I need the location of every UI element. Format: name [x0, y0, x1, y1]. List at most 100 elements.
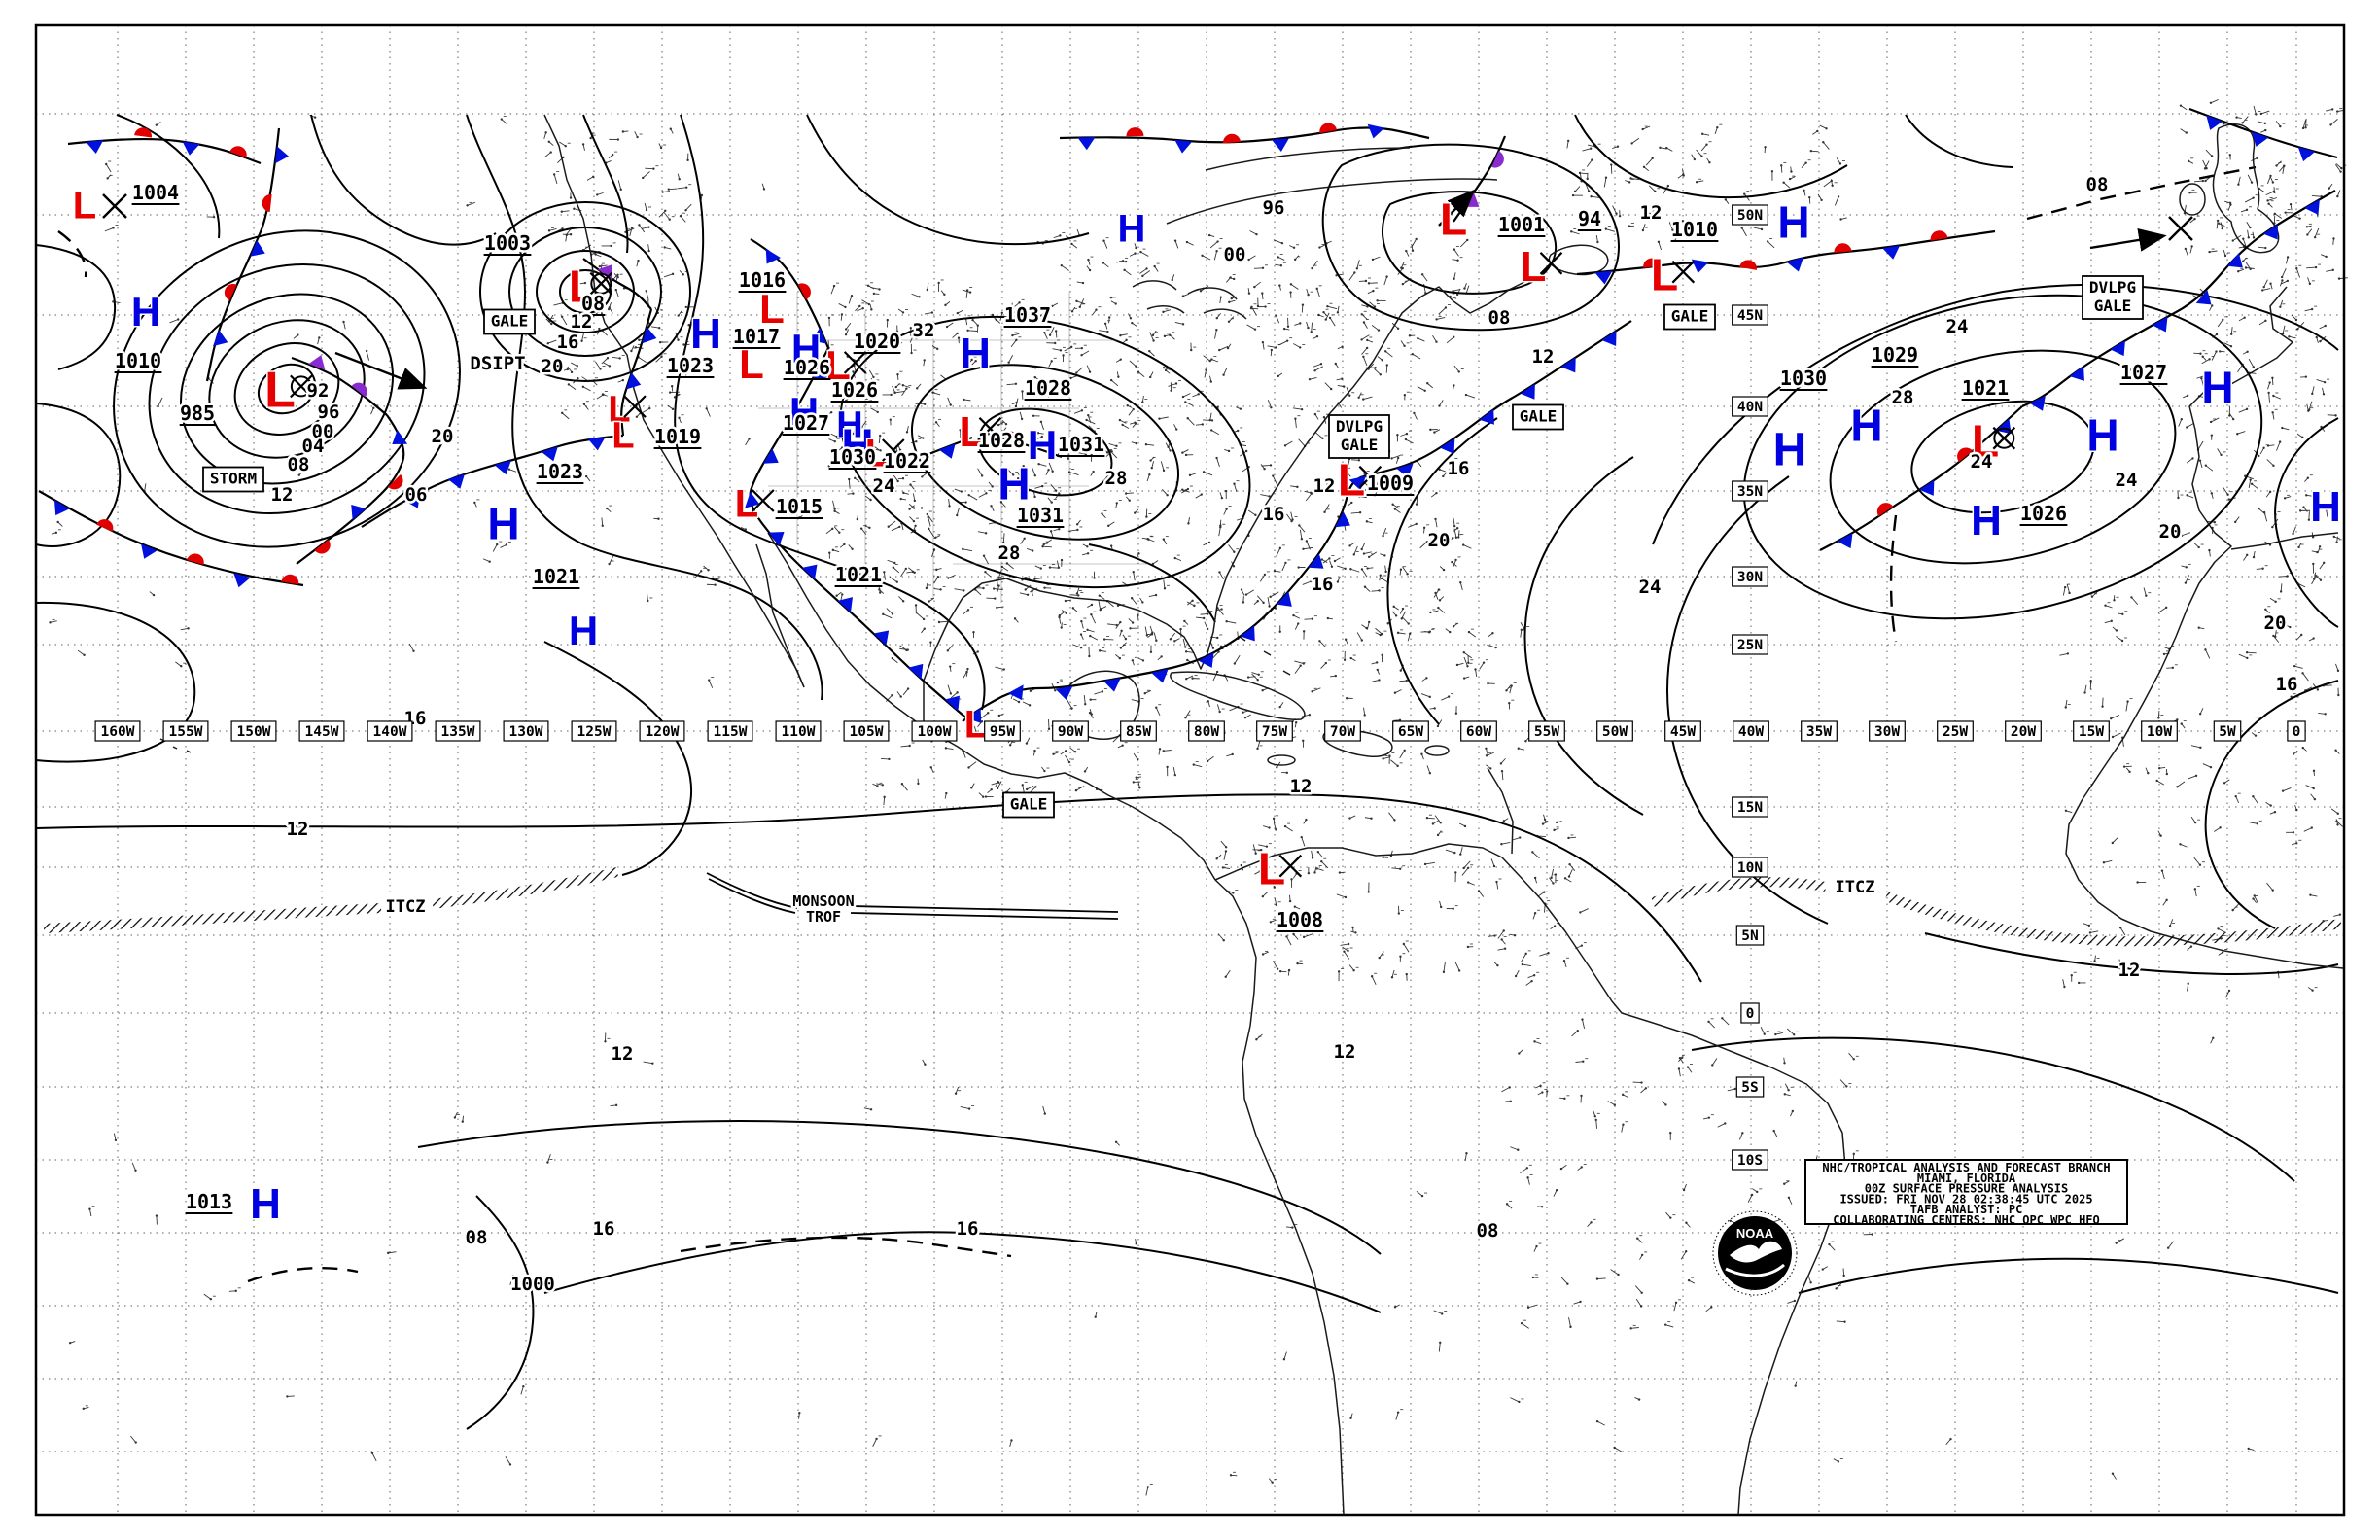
wind-barb	[2194, 180, 2203, 183]
wind-barb	[2248, 358, 2255, 368]
wind-barb	[2212, 333, 2218, 338]
wind-barb	[2249, 372, 2257, 374]
isobar-label: 08	[1488, 307, 1511, 329]
wind-barb	[609, 555, 614, 565]
wind-barb	[668, 188, 678, 191]
wind-barb	[2180, 105, 2188, 111]
axis-label-box	[1120, 720, 1157, 742]
cold-front-pip	[2227, 253, 2243, 268]
wind-barb	[1324, 504, 1330, 513]
wind-barb	[2237, 431, 2246, 435]
station-dot	[2267, 391, 2270, 395]
isobar-label: 24	[1946, 316, 1969, 337]
wind-barb	[2280, 583, 2283, 592]
wind-barb	[1587, 144, 1596, 148]
wind-barb	[987, 788, 993, 794]
stationary-front-pip	[1319, 122, 1338, 134]
wind-barb	[1527, 1304, 1538, 1309]
wind-barb	[910, 530, 916, 534]
wind-barb	[2290, 204, 2292, 211]
wind-barb	[1216, 457, 1220, 468]
isobar-label: 12	[571, 311, 593, 332]
wind-barb	[1534, 877, 1537, 884]
station-dot	[1215, 328, 1218, 332]
wind-barb	[1635, 1298, 1642, 1307]
wind-barb	[1402, 279, 1411, 285]
wind-barb	[1836, 1283, 1842, 1289]
wind-barb	[2266, 175, 2271, 185]
wind-barb	[1034, 376, 1042, 382]
wind-barb	[864, 525, 870, 529]
wind-barb	[1048, 361, 1053, 368]
wind-barb	[1311, 581, 1320, 588]
wind-barb	[1237, 517, 1243, 521]
wind-barb	[834, 510, 840, 514]
wind-barb	[1760, 1027, 1766, 1034]
wind-barb	[891, 526, 900, 532]
wind-barb	[1292, 407, 1303, 410]
wind-barb	[2112, 626, 2118, 631]
cold-front-pip	[944, 695, 960, 712]
wind-barb	[1836, 158, 1841, 164]
stationary-front-line	[1059, 126, 1430, 144]
wind-barb	[1662, 1101, 1666, 1105]
wind-barb	[2180, 843, 2188, 848]
cold-front-pip	[2297, 147, 2316, 162]
axis-label: 140W	[373, 724, 407, 740]
axis-label-box	[1664, 720, 1701, 742]
wind-barb	[2162, 899, 2168, 906]
wind-barb	[1400, 664, 1405, 671]
wind-barb	[2286, 257, 2289, 264]
axis-label-box	[775, 720, 822, 742]
wind-barb	[1290, 283, 1299, 290]
wind-barb	[680, 215, 686, 223]
wind-barb	[2267, 197, 2278, 201]
axis-label: 120W	[646, 724, 680, 740]
cold-front-pip	[1198, 652, 1214, 668]
cold-front-pip	[2152, 316, 2168, 332]
wind-barb	[1318, 314, 1324, 318]
wind-barb	[1070, 375, 1077, 379]
wind-barb	[2196, 375, 2205, 379]
wind-barb	[1135, 1239, 1138, 1244]
wind-barb	[1138, 781, 1140, 788]
wind-barb	[1417, 461, 1422, 468]
wind-barb	[366, 350, 370, 361]
pressure-value: 1004	[132, 181, 179, 204]
wind-barb	[1459, 239, 1468, 248]
warm-front-line	[983, 431, 1063, 459]
wind-barb	[1372, 680, 1380, 682]
wind-barb	[828, 438, 835, 442]
motion-arrows	[102, 189, 2193, 390]
station-dot	[1021, 390, 1024, 393]
stationary-front-pip	[1594, 270, 1613, 285]
stationary-front-pip	[1126, 127, 1144, 137]
trough-lines	[57, 165, 2257, 1283]
wind-barb	[1381, 578, 1390, 584]
wind-barb	[1088, 425, 1096, 432]
pressure-value: 1019	[654, 425, 701, 448]
high-center-symbol: H	[2201, 363, 2233, 413]
wind-barb	[2125, 767, 2130, 773]
wind-barb	[1173, 424, 1177, 430]
wind-barb	[1163, 579, 1166, 589]
wind-barb	[1630, 1327, 1639, 1329]
wind-barb	[1842, 1268, 1845, 1277]
wind-barb	[2322, 387, 2325, 395]
axis-label-box	[911, 720, 958, 742]
wind-barb	[998, 570, 1002, 578]
wind-barb	[977, 468, 983, 476]
wind-barb	[928, 516, 931, 527]
wind-barb	[1350, 568, 1360, 573]
wind-barb	[1329, 317, 1336, 327]
wind-barb	[1639, 1254, 1643, 1260]
stationary-front-pip	[250, 240, 265, 257]
wind-barb	[836, 447, 843, 452]
wind-barb	[1242, 466, 1249, 472]
station-dot	[1783, 1062, 1786, 1065]
wind-barb	[77, 649, 85, 656]
wind-barb	[1132, 423, 1137, 428]
wind-barb	[2253, 105, 2257, 115]
wind-barb	[1208, 701, 1210, 708]
